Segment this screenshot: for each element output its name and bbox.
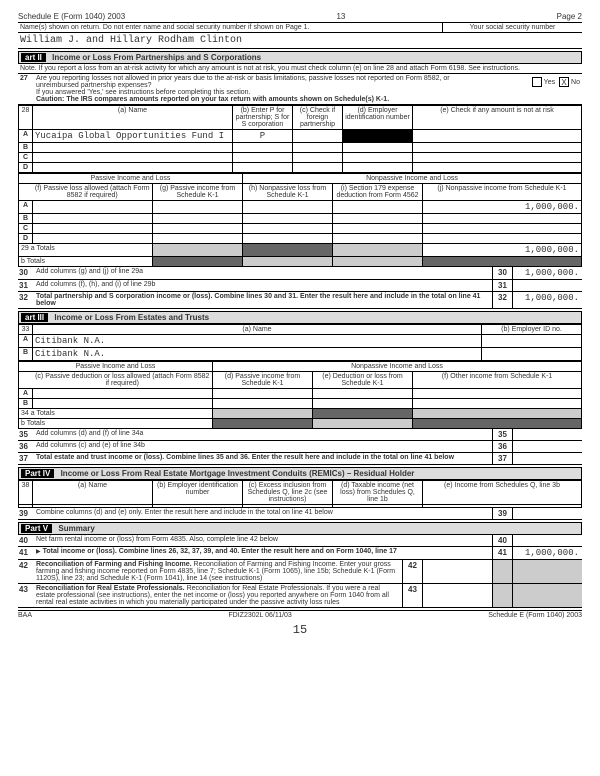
amt-32: 1,000,000. (512, 292, 582, 308)
part3-header: art III Income or Loss From Estates and … (18, 311, 582, 324)
part5-title: Summary (58, 524, 94, 533)
page-number: Page 2 (557, 12, 582, 21)
names-row: Name(s) shown on return. Do not enter na… (18, 23, 582, 33)
col-28-a: (a) Name (33, 106, 233, 130)
line-32: 32 Total partnership and S corporation i… (18, 292, 582, 309)
passive-header: Passive Income and Loss (19, 174, 243, 184)
col-38c: (c) Excess inclusion from Schedules Q, l… (243, 481, 333, 505)
part5-tag: Part V (21, 524, 52, 533)
col-28-num: 28 (19, 106, 33, 130)
table-38: 38 (a) Name (b) Employer identification … (18, 480, 582, 508)
form-title: Schedule E (Form 1040) 2003 (18, 12, 125, 21)
col-28-d: (d) Employer identification number (343, 106, 413, 130)
col-38e: (e) Income from Schedules Q, line 3b (423, 481, 582, 505)
line-40: 40Net farm rental income or (loss) from … (18, 535, 582, 547)
names-instruction: Name(s) shown on return. Do not enter na… (18, 23, 442, 32)
form-header: Schedule E (Form 1040) 2003 13 Page 2 (18, 12, 582, 23)
line-29b: b Totals (19, 257, 153, 267)
taxpayer-names: William J. and Hillary Rodham Clinton (18, 33, 582, 49)
line-31: 31 Add columns (f), (h), and (i) of line… (18, 280, 582, 292)
table-33-passive: Passive Income and Loss Nonpassive Incom… (18, 361, 582, 429)
part4-tag: Part IV (21, 469, 54, 478)
line-42: 42 Reconciliation of Farming and Fishing… (18, 560, 582, 584)
row-28a: A Yucaipa Global Opportunities Fund I P (19, 130, 582, 143)
part2-header: art II Income or Loss From Partnerships … (18, 51, 582, 64)
line-29a: 29 a Totals (19, 244, 153, 257)
part2-note: Note. If you report a loss from an at-ri… (18, 64, 582, 74)
part5-header: Part V Summary (18, 522, 582, 535)
col-28-b: (b) Enter P for partnership; S for S cor… (233, 106, 293, 130)
line-30: 30 Add columns (g) and (j) of line 29a 3… (18, 267, 582, 280)
col-33d: (d) Passive income from Schedule K-1 (213, 372, 313, 389)
col-33a: (a) Name (33, 325, 482, 335)
table-28-passive: Passive Income and Loss Nonpassive Incom… (18, 173, 582, 267)
yes-no-boxes: Yes XNo (490, 75, 580, 103)
line-37: 37Total estate and trust income or (loss… (18, 453, 582, 465)
col-38a: (a) Name (33, 481, 153, 505)
line-39: 39Combine columns (d) and (e) only. Ente… (18, 508, 582, 520)
part4-header: Part IV Income or Loss From Real Estate … (18, 467, 582, 480)
col-28-e: (e) Check if any amount is not at risk (413, 106, 582, 130)
footer: BAA FDIZ2302L 06/11/03 Schedule E (Form … (18, 610, 582, 619)
amt-30: 1,000,000. (512, 267, 582, 279)
footer-right: Schedule E (Form 1040) 2003 (488, 612, 582, 619)
row-a-type: P (233, 130, 293, 143)
row-33a: Citibank N.A. (33, 335, 482, 348)
table-33: 33 (a) Name (b) Employer ID no. ACitiban… (18, 324, 582, 361)
table-28: 28 (a) Name (b) Enter P for partnership;… (18, 105, 582, 173)
line-34b: b Totals (19, 419, 213, 429)
footer-left: BAA (18, 612, 32, 619)
col-33f: (f) Other income from Schedule K-1 (413, 372, 582, 389)
line-35: 35Add columns (d) and (f) of line 34a35 (18, 429, 582, 441)
nonpassive-header: Nonpassive Income and Loss (243, 174, 582, 184)
row-a-name: Yucaipa Global Opportunities Fund I (33, 130, 233, 143)
line-27: 27 Are you reporting losses not allowed … (18, 74, 582, 105)
amt-29a: 1,000,000. (423, 244, 582, 257)
yes-checkbox[interactable] (532, 77, 542, 87)
col-28-c: (c) Check if foreign partnership (293, 106, 343, 130)
part3-title: Income or Loss From Estates and Trusts (54, 313, 209, 322)
col-33b: (b) Employer ID no. (482, 325, 582, 335)
line-27-text: Are you reporting losses not allowed in … (36, 75, 490, 103)
handwritten-page: 15 (18, 623, 582, 637)
part2-title: Income or Loss From Partnerships and S C… (52, 53, 261, 62)
part4-title: Income or Loss From Real Estate Mortgage… (61, 469, 415, 478)
col-38b: (b) Employer identification number (153, 481, 243, 505)
col-h: (h) Nonpassive loss from Schedule K-1 (243, 184, 333, 201)
col-j: (j) Nonpassive income from Schedule K-1 (423, 184, 582, 201)
row-33b: Citibank N.A. (33, 348, 482, 361)
col-33c: (c) Passive deduction or loss allowed (a… (33, 372, 213, 389)
part2-tag: art II (21, 53, 46, 62)
attachment-seq: 13 (311, 12, 371, 21)
amt-41: 1,000,000. (512, 547, 582, 559)
line-27-num: 27 (20, 75, 36, 103)
col-33e: (e) Deduction or loss from Schedule K-1 (313, 372, 413, 389)
col-f: (f) Passive loss allowed (attach Form 85… (33, 184, 153, 201)
footer-mid: FDIZ2302L 06/11/03 (228, 612, 291, 619)
line-43: 43 Reconciliation for Real Estate Profes… (18, 584, 582, 608)
no-checkbox[interactable]: X (559, 77, 569, 87)
col-g: (g) Passive income from Schedule K-1 (153, 184, 243, 201)
part3-tag: art III (21, 313, 48, 322)
amt-j-a: 1,000,000. (423, 201, 582, 214)
col-38d: (d) Taxable income (net loss) from Sched… (333, 481, 423, 505)
line-41: 41Total income or (loss). Combine lines … (18, 547, 582, 560)
col-i: (i) Section 179 expense deduction from F… (333, 184, 423, 201)
ssn-label: Your social security number (442, 23, 582, 32)
line-34a: 34 a Totals (19, 409, 213, 419)
line-36: 36Add columns (c) and (e) of line 34b36 (18, 441, 582, 453)
